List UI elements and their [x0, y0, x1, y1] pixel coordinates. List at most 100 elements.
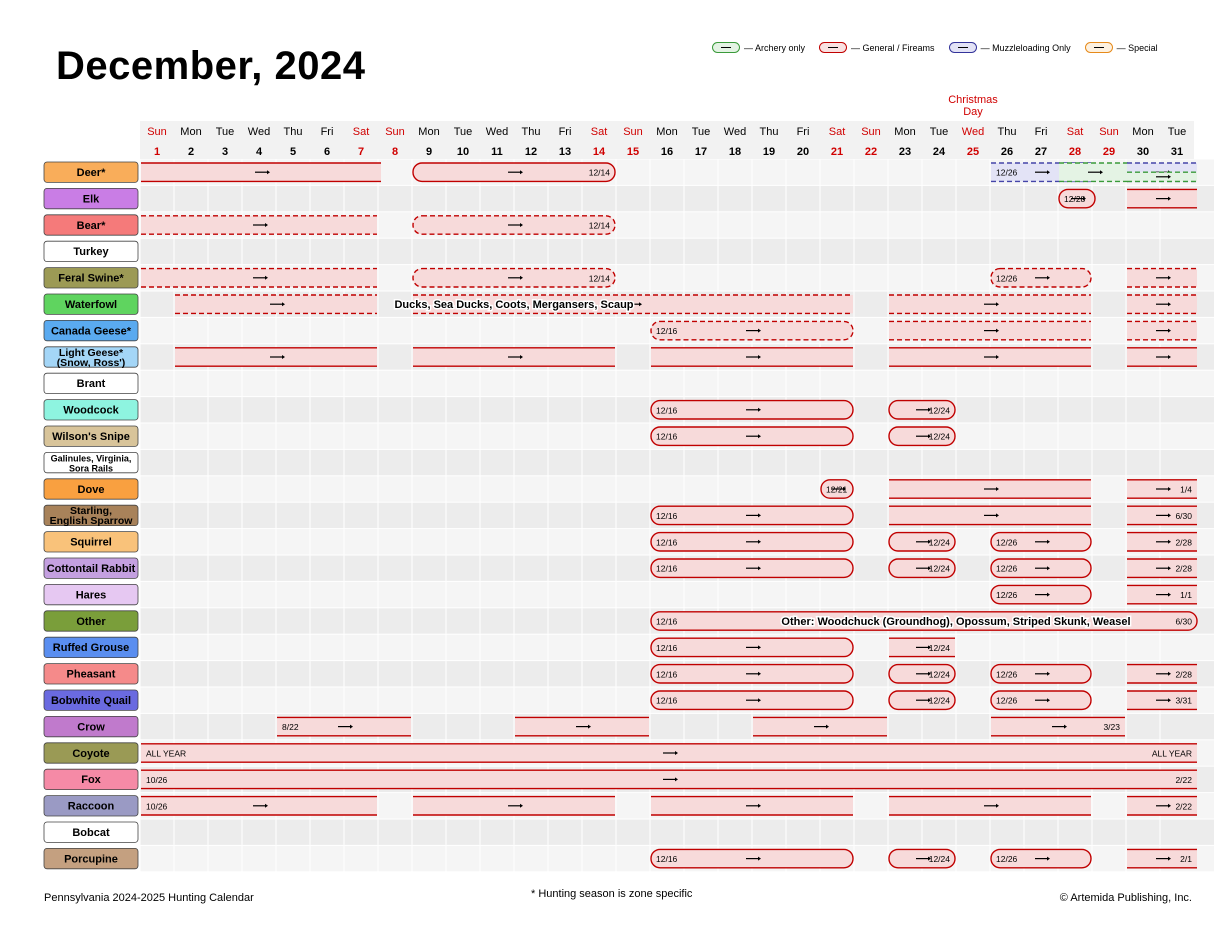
day-of-week-label: Sun	[385, 126, 405, 138]
season-end-date: 2/1	[1180, 854, 1192, 864]
species-label-box	[43, 531, 139, 553]
season-start-date: 12/16	[656, 643, 678, 653]
season-start-date: 12/16	[656, 669, 678, 679]
bullet-icon	[928, 698, 931, 703]
season-end-date: 12/24	[929, 564, 951, 574]
species-label: Waterfowl	[65, 299, 117, 311]
species-row	[43, 238, 1214, 265]
day-number-label: 14	[593, 146, 606, 158]
season-bar-outline	[990, 690, 1092, 711]
holiday-label: Christmas Day	[948, 94, 998, 118]
species-label-box	[43, 821, 139, 843]
day-of-week-label: Mon	[1132, 126, 1153, 138]
bullet-icon	[758, 645, 761, 650]
bullet-icon	[350, 724, 353, 729]
season-start-date: 12/16	[656, 854, 678, 864]
season-bar-outline	[820, 479, 854, 499]
day-of-week-label: Sat	[353, 126, 370, 138]
footer-note: * Hunting season is zone specific	[531, 888, 693, 900]
bullet-icon	[1047, 856, 1050, 861]
footer-copyright: © Artemida Publishing, Inc.	[1059, 892, 1192, 904]
species-row	[43, 581, 1214, 608]
bullet-icon	[758, 856, 761, 861]
season-end-date: 2/22	[1175, 801, 1192, 811]
bullet-icon	[758, 407, 761, 412]
season-bar-outline	[650, 663, 854, 684]
species-label-box	[43, 584, 139, 606]
bullet-icon	[675, 777, 678, 782]
day-of-week-label: Mon	[418, 126, 439, 138]
species-label: (Snow, Ross')	[57, 357, 126, 369]
species-note: Ducks, Sea Ducks, Coots, Mergansers, Sca…	[394, 299, 633, 311]
season-end-date: 12/14	[589, 168, 611, 178]
bullet-icon	[1083, 196, 1086, 201]
season-bar-outline	[990, 558, 1092, 579]
season-start-date: 12/26	[996, 590, 1018, 600]
species-row	[43, 185, 1214, 212]
season-bar-outline	[888, 531, 956, 552]
legend-label: — Muzzleloading Only	[980, 42, 1071, 53]
season-bar-outline	[888, 663, 956, 684]
season-start-date: 12/26	[996, 537, 1018, 547]
day-of-week-label: Mon	[894, 126, 915, 138]
species-label: Pheasant	[67, 669, 116, 681]
bullet-icon	[826, 724, 829, 729]
bullet-icon	[928, 856, 931, 861]
bullet-icon	[843, 487, 846, 491]
species-row	[43, 370, 1214, 397]
day-of-week-label: Mon	[656, 126, 677, 138]
day-of-week-label: Tue	[454, 126, 473, 138]
day-number-label: 3	[222, 146, 228, 158]
bullet-icon	[996, 513, 999, 518]
row-background	[140, 238, 1214, 265]
bullet-icon	[1047, 275, 1050, 280]
species-row	[43, 634, 1214, 661]
bullet-icon	[520, 275, 523, 280]
species-label-box	[43, 768, 139, 791]
bullet-icon	[1047, 539, 1050, 544]
season-start-date: 12/16	[656, 696, 678, 706]
season-bar-outline	[412, 267, 616, 288]
legend-label: — General / Fireams	[851, 42, 935, 53]
bullet-icon	[1084, 42, 1113, 53]
day-of-week-label: Sun	[1099, 126, 1119, 138]
species-row	[43, 475, 1214, 503]
day-of-week-label: Sun	[147, 126, 167, 138]
bullet-icon	[588, 724, 591, 729]
day-of-week-label: Fri	[1035, 126, 1048, 138]
season-end-date: 1/4	[1180, 485, 1192, 495]
species-label: English Sparrow	[50, 515, 134, 527]
species-label-box	[43, 610, 139, 632]
legend-item: — General / Fireams	[819, 42, 935, 53]
species-row	[43, 264, 1214, 291]
bullet-icon	[758, 566, 761, 571]
day-number-label: 22	[865, 146, 877, 158]
day-of-week-label: Fri	[321, 126, 334, 138]
bullet-icon	[758, 513, 761, 518]
day-of-week-label: Tue	[216, 126, 235, 138]
season-end-date: 3/23	[1103, 722, 1120, 732]
day-of-week-label: Tue	[1168, 126, 1187, 138]
bullet-icon	[1168, 328, 1171, 333]
season-start-date: 12/26	[996, 168, 1018, 178]
season-start-date: 10/26	[146, 801, 168, 811]
bullet-icon	[758, 698, 761, 703]
bullet-icon	[1168, 355, 1171, 359]
species-label: Squirrel	[70, 537, 112, 549]
day-number-label: 28	[1069, 146, 1081, 158]
day-number-label: 5	[290, 146, 296, 158]
bullet-icon	[1047, 170, 1050, 175]
species-label: Bobwhite Quail	[51, 695, 131, 707]
species-row	[43, 766, 1214, 793]
season-bar-outline	[650, 320, 854, 341]
species-label-box	[43, 478, 139, 500]
species-row	[43, 555, 1214, 582]
season-bar-outline	[1058, 188, 1096, 209]
day-number-label: 20	[797, 146, 809, 158]
season-end-date: 2/22	[1175, 775, 1192, 785]
species-label: Deer*	[77, 167, 106, 179]
bullet-icon	[996, 487, 999, 491]
species-label: Feral Swine*	[58, 273, 124, 285]
season-bar-outline	[650, 399, 854, 420]
season-bar-outline	[412, 162, 616, 183]
